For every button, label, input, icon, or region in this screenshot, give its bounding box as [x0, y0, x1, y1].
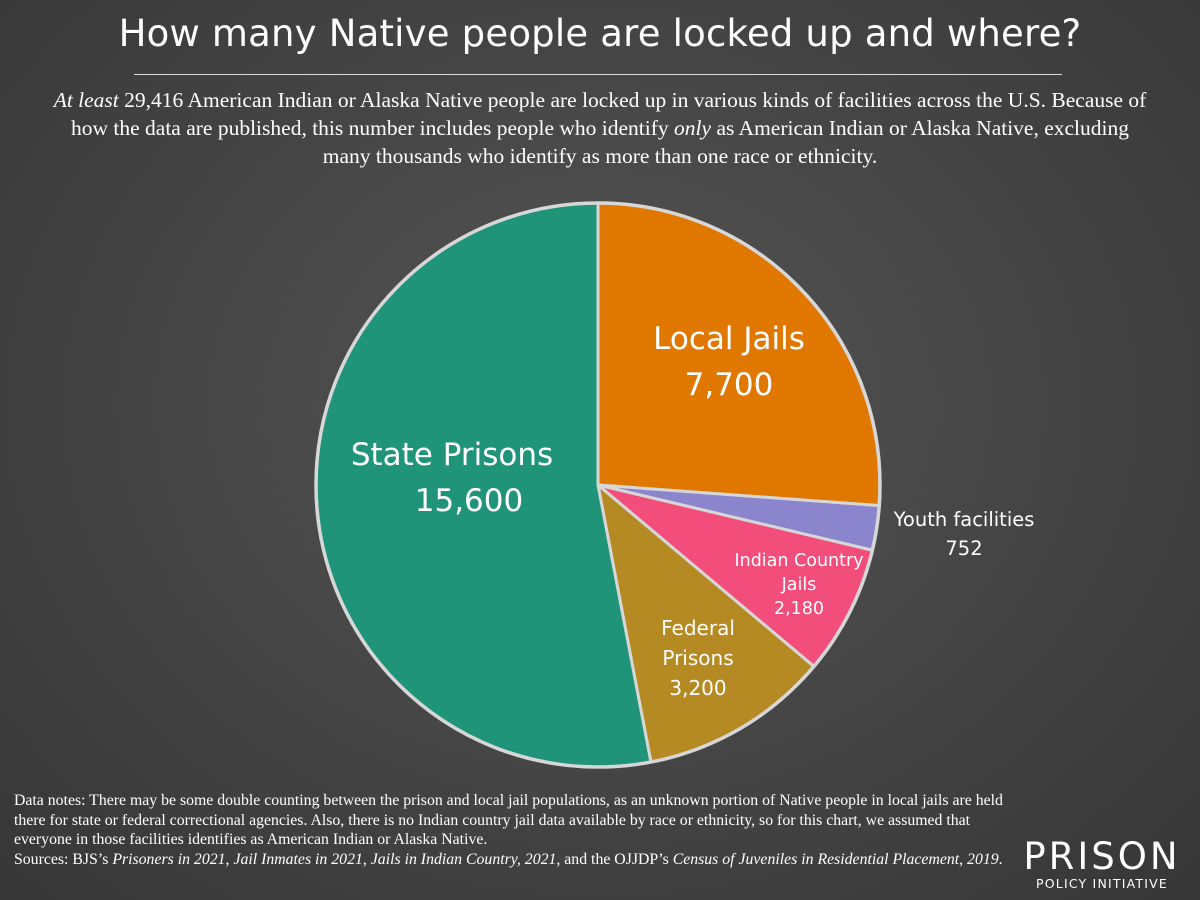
label-federal-value: 3,200 [669, 676, 726, 700]
chart-title: How many Native people are locked up and… [118, 12, 1082, 55]
sources-prefix: Sources: BJS’s [14, 850, 113, 868]
sources-separator: , [362, 850, 371, 868]
label-federal-name-line2: Prisons [662, 646, 733, 670]
label-federal-name-line1: Federal [661, 616, 735, 640]
label-local-jails-value: 7,700 [685, 367, 774, 403]
data-notes: Data notes: There may be some double cou… [14, 791, 1024, 869]
source-prisoners: Prisoners in 2021 [112, 850, 226, 868]
pie-outline [314, 201, 882, 769]
intro-paragraph: At least 29,416 American Indian or Alask… [50, 86, 1150, 170]
prison-policy-initiative-logo: PRISON POLICY INITIATIVE [1016, 838, 1188, 892]
label-youth-value: 752 [945, 537, 982, 560]
sources-separator: and the OJJDP’s [560, 850, 673, 868]
label-indian-country-value: 2,180 [774, 599, 824, 619]
label-state-prisons-value: 15,600 [415, 483, 523, 519]
source-jail-inmates: Jail Inmates in 2021 [233, 850, 363, 868]
logo-wordmark-top: PRISON [1023, 835, 1181, 878]
notes-text: Data notes: There may be some double cou… [14, 792, 1003, 849]
logo-wordmark-bottom: POLICY INITIATIVE [1036, 876, 1168, 891]
label-state-prisons-name: State Prisons [351, 437, 553, 473]
label-local-jails-name: Local Jails [653, 321, 805, 357]
title-divider [134, 74, 1062, 75]
label-indian-country-name-line1: Indian Country [734, 551, 863, 571]
sources-end: . [998, 850, 1003, 868]
intro-lead: At least [53, 88, 119, 112]
intro-text-2: as American Indian or Alaska Native, exc… [322, 116, 1130, 168]
label-indian-country-name-line2: Jails [781, 575, 817, 595]
sources-separator: , [225, 850, 234, 868]
label-youth-name: Youth facilities [893, 508, 1035, 531]
pie-slices [314, 201, 882, 769]
source-census-juveniles: Census of Juveniles in Residential Place… [672, 850, 999, 868]
intro-only: only [674, 116, 712, 140]
intro-text-1: 29,416 American Indian or Alaska Native … [70, 88, 1147, 140]
source-jails-indian-country: Jails in Indian Country, 2021, [370, 850, 561, 868]
